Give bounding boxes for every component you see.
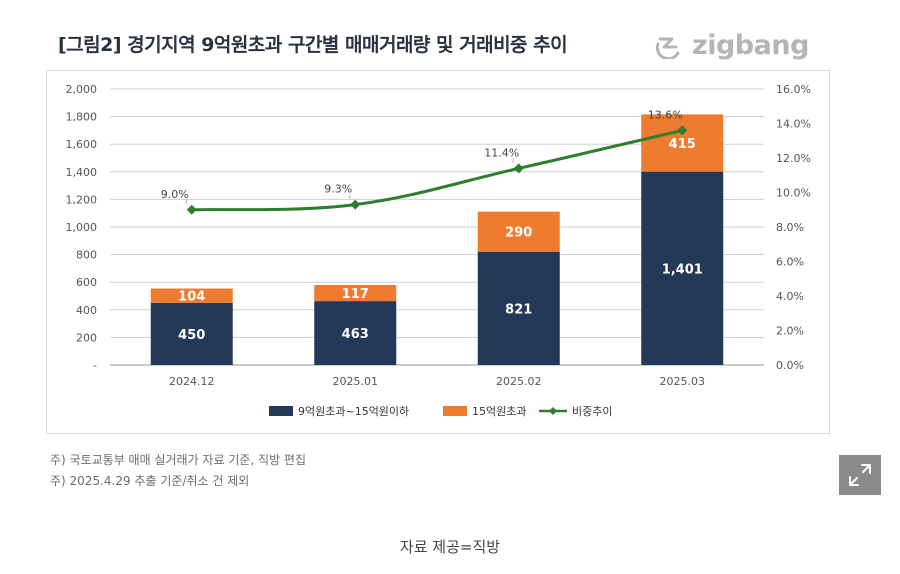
line-value-label: 9.0% — [161, 188, 189, 201]
bar-segment — [314, 301, 397, 365]
zigbang-logo-icon — [655, 37, 680, 59]
legend-label: 9억원초과~15억원이하 — [298, 404, 409, 418]
chart-container: - 200 400 600 800 1,000 1,200 1,400 1,600 1,800 2,… — [46, 70, 830, 434]
left-axis-tick: 200 — [76, 331, 97, 344]
zigbang-logo-text: zigbang — [692, 30, 809, 61]
bar-segment — [314, 284, 397, 302]
left-axis-tick: 1,000 — [66, 221, 98, 234]
line-point — [513, 163, 524, 174]
bar-segment — [150, 302, 233, 365]
bar-segment — [641, 114, 724, 172]
left-axis-tick: - — [93, 359, 97, 372]
bar-segment — [477, 251, 560, 365]
line-label-leader — [348, 194, 351, 199]
bar-value-label: 104 — [178, 290, 205, 305]
left-axis-tick: 1,600 — [66, 138, 98, 151]
right-axis-tick: 0.0% — [776, 359, 804, 372]
line-value-label: 9.3% — [324, 183, 352, 196]
bar-value-label: 290 — [505, 226, 532, 241]
left-axis-tick: 1,800 — [66, 111, 98, 124]
left-axis-tick: 1,400 — [66, 166, 98, 179]
legend-swatch — [443, 406, 467, 416]
right-axis-tick: 2.0% — [776, 325, 804, 338]
legend-swatch — [269, 406, 293, 416]
right-axis-tick: 6.0% — [776, 256, 804, 269]
legend-swatch-marker — [549, 407, 557, 415]
bar-value-label: 415 — [669, 137, 696, 152]
line-label-leader — [185, 199, 188, 204]
line-value-label: 13.6% — [648, 108, 683, 121]
zigbang-logo: zigbang — [654, 30, 809, 61]
source-note: 주) 국토교통부 매매 실거래가 자료 기준, 직방 편집 — [50, 453, 306, 467]
bar-value-label: 463 — [342, 327, 369, 342]
legend-label: 15억원초과 — [472, 405, 526, 418]
expand-image-button[interactable] — [839, 455, 881, 495]
left-axis-tick: 800 — [76, 249, 97, 262]
line-value-label: 11.4% — [484, 146, 519, 159]
left-axis-tick: 600 — [76, 276, 97, 289]
chart-title: [그림2] 경기지역 9억원초과 구간별 매매거래량 및 거래비중 추이 — [58, 34, 568, 56]
combo-chart: - 200 400 600 800 1,000 1,200 1,400 1,600 1,800 2,… — [66, 83, 811, 418]
left-axis-tick: 400 — [76, 304, 97, 317]
image-caption: 자료 제공=직방 — [399, 538, 501, 556]
bar-value-label: 1,401 — [662, 262, 703, 277]
x-axis-tick: 2025.03 — [660, 375, 706, 388]
bar-segment — [641, 171, 724, 365]
right-axis-tick: 12.0% — [776, 152, 811, 165]
bar-segment — [477, 211, 560, 252]
right-axis-tick: 4.0% — [776, 290, 804, 303]
x-axis-tick: 2024.12 — [169, 375, 215, 388]
left-axis-tick: 1,200 — [66, 193, 98, 206]
right-axis-tick: 16.0% — [776, 83, 811, 96]
right-axis-tick: 14.0% — [776, 118, 811, 131]
x-axis-tick: 2025.01 — [333, 375, 379, 388]
bar-value-label: 450 — [178, 328, 205, 343]
share-trend-line — [191, 128, 683, 212]
line-point — [350, 199, 361, 210]
expand-icon — [849, 464, 871, 486]
bar-value-label: 117 — [342, 287, 369, 302]
legend-label: 비중추이 — [572, 405, 612, 418]
bar-segment — [150, 288, 233, 303]
line-label-leader — [512, 158, 515, 163]
right-axis-tick: 10.0% — [776, 187, 811, 200]
x-axis-tick: 2025.02 — [496, 375, 542, 388]
line-point — [186, 204, 197, 215]
line-point — [677, 125, 688, 136]
left-axis-tick: 2,000 — [66, 83, 98, 96]
extraction-note: 주) 2025.4.29 추출 기준/취소 건 제외 — [50, 474, 250, 488]
right-axis-tick: 8.0% — [776, 221, 804, 234]
line-label-leader — [675, 120, 678, 125]
bar-value-label: 821 — [505, 302, 532, 317]
